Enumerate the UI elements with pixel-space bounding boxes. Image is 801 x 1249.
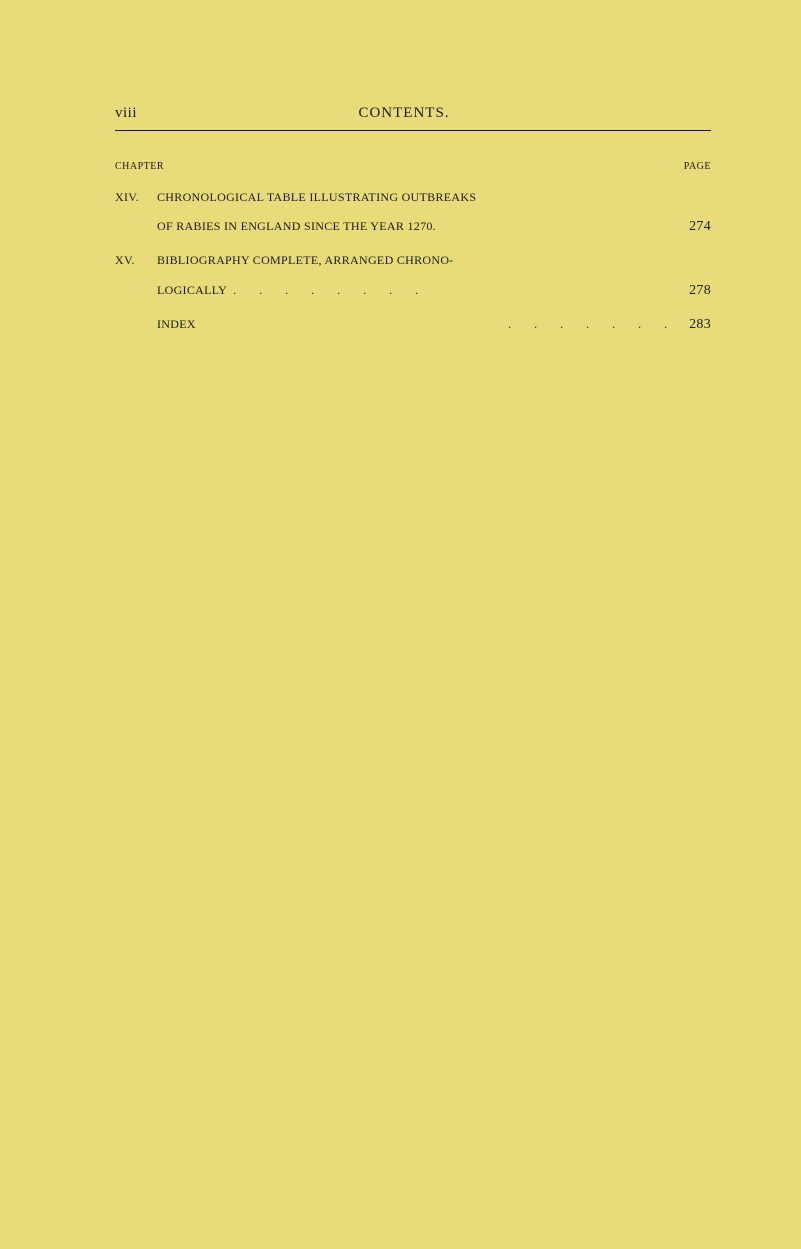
toc-entry-continuation: LOGICALLY . . . . . . . . 278 xyxy=(115,276,711,307)
toc-entry-continuation: OF RABIES IN ENGLAND SINCE THE YEAR 1270… xyxy=(115,212,711,243)
entry-page-number: 278 xyxy=(677,276,711,307)
entry-text: OF RABIES IN ENGLAND SINCE THE YEAR 1270… xyxy=(157,213,436,239)
chapter-numeral: XV. xyxy=(115,247,157,273)
page-numeral: viii xyxy=(115,105,137,122)
running-head: viii CONTENTS. xyxy=(115,105,711,128)
entry-page-number: 283 xyxy=(677,310,711,341)
chapter-numeral: XIV. xyxy=(115,184,157,210)
page-label: PAGE xyxy=(684,161,711,172)
column-headers: CHAPTER PAGE xyxy=(115,161,711,172)
entry-text: INDEX xyxy=(157,311,196,337)
entry-text: BIBLIOGRAPHY COMPLETE, ARRANGED CHRONO- xyxy=(157,247,711,273)
entry-text: CHRONOLOGICAL TABLE ILLUSTRATING OUTBREA… xyxy=(157,184,711,210)
horizontal-rule xyxy=(115,130,711,131)
leader-dots: . . . . . . . . xyxy=(227,277,677,303)
entry-page-number: 274 xyxy=(677,212,711,243)
toc-entry: XV. BIBLIOGRAPHY COMPLETE, ARRANGED CHRO… xyxy=(115,247,711,273)
entry-text: LOGICALLY xyxy=(157,277,227,303)
toc-entries: XIV. CHRONOLOGICAL TABLE ILLUSTRATING OU… xyxy=(115,184,711,341)
toc-entry: INDEX . . . . . . . 283 xyxy=(115,310,711,341)
chapter-label: CHAPTER xyxy=(115,161,164,172)
toc-entry: XIV. CHRONOLOGICAL TABLE ILLUSTRATING OU… xyxy=(115,184,711,210)
leader-dots: . . . . . . . xyxy=(256,311,677,337)
page: viii CONTENTS. CHAPTER PAGE XIV. CHRONOL… xyxy=(0,0,801,1249)
section-title: CONTENTS. xyxy=(358,105,449,122)
